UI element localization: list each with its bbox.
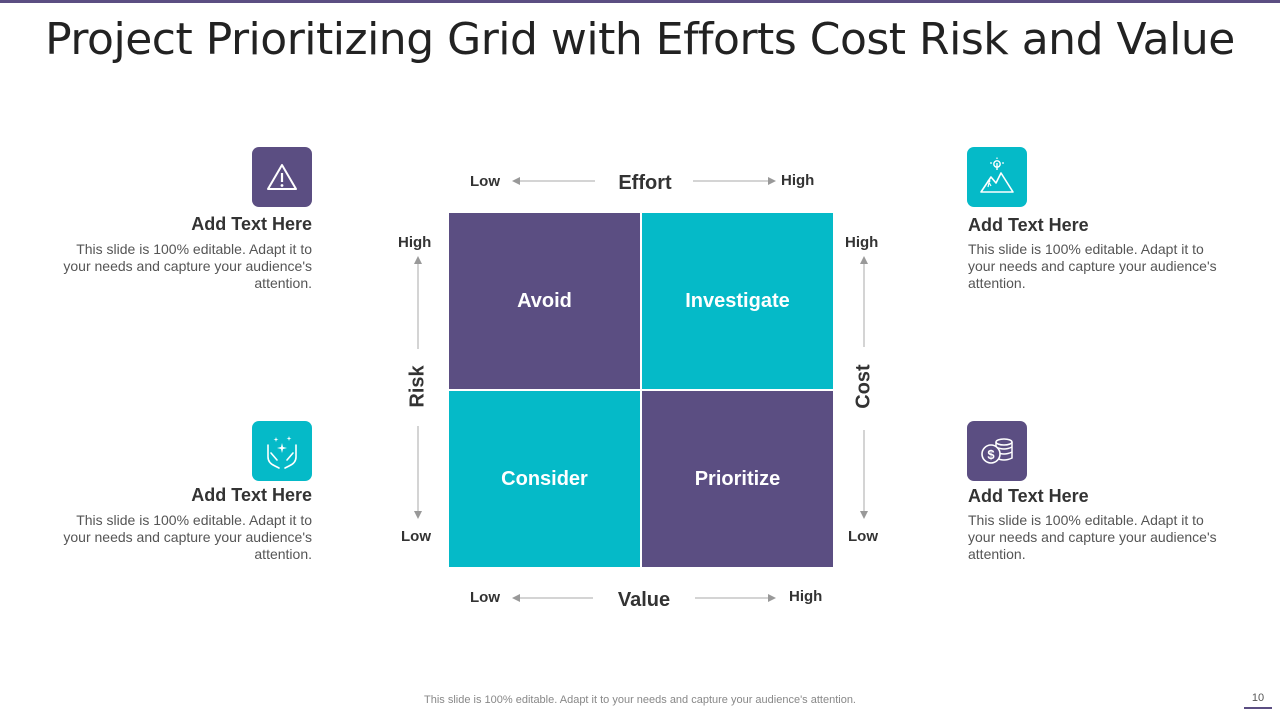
risk-low-label: Low — [401, 528, 431, 545]
right-item-1-body: This slide is 100% editable. Adapt it to… — [968, 241, 1217, 291]
slide-title: Project Prioritizing Grid with Efforts C… — [45, 14, 1235, 65]
effort-low-label: Low — [470, 173, 500, 190]
top-accent-bar — [0, 0, 1280, 3]
right-item-2-body: This slide is 100% editable. Adapt it to… — [968, 512, 1217, 562]
right-item-2-heading: Add Text Here — [968, 486, 1089, 506]
hands-sparkle-icon — [252, 421, 312, 481]
value-low-label: Low — [470, 589, 500, 606]
right-item-1-heading: Add Text Here — [968, 215, 1089, 235]
quadrant-investigate: Investigate — [642, 213, 833, 389]
left-item-1-heading: Add Text Here — [191, 214, 312, 234]
left-item-1-body: This slide is 100% editable. Adapt it to… — [63, 241, 312, 291]
cost-high-label: High — [845, 234, 879, 251]
effort-axis-name: Effort — [618, 172, 672, 194]
svg-text:$: $ — [987, 447, 995, 462]
footer-note: This slide is 100% editable. Adapt it to… — [424, 694, 856, 706]
cost-low-label: Low — [848, 528, 878, 545]
risk-high-label: High — [398, 234, 432, 251]
risk-axis-name: Risk — [406, 365, 429, 408]
coins-icon: $ — [967, 421, 1027, 481]
cost-axis-name: Cost — [852, 364, 875, 409]
value-axis-name: Value — [617, 589, 671, 611]
warning-icon — [252, 147, 312, 207]
quadrant-consider: Consider — [449, 391, 640, 567]
quadrant-prioritize: Prioritize — [642, 391, 833, 567]
mountain-goal-icon — [967, 147, 1027, 207]
left-item-2-body: This slide is 100% editable. Adapt it to… — [63, 512, 312, 562]
effort-high-label: High — [781, 172, 815, 189]
page-number: 10 — [1244, 692, 1272, 709]
value-high-label: High — [789, 588, 823, 605]
left-item-2-heading: Add Text Here — [191, 485, 312, 505]
quadrant-avoid: Avoid — [449, 213, 640, 389]
